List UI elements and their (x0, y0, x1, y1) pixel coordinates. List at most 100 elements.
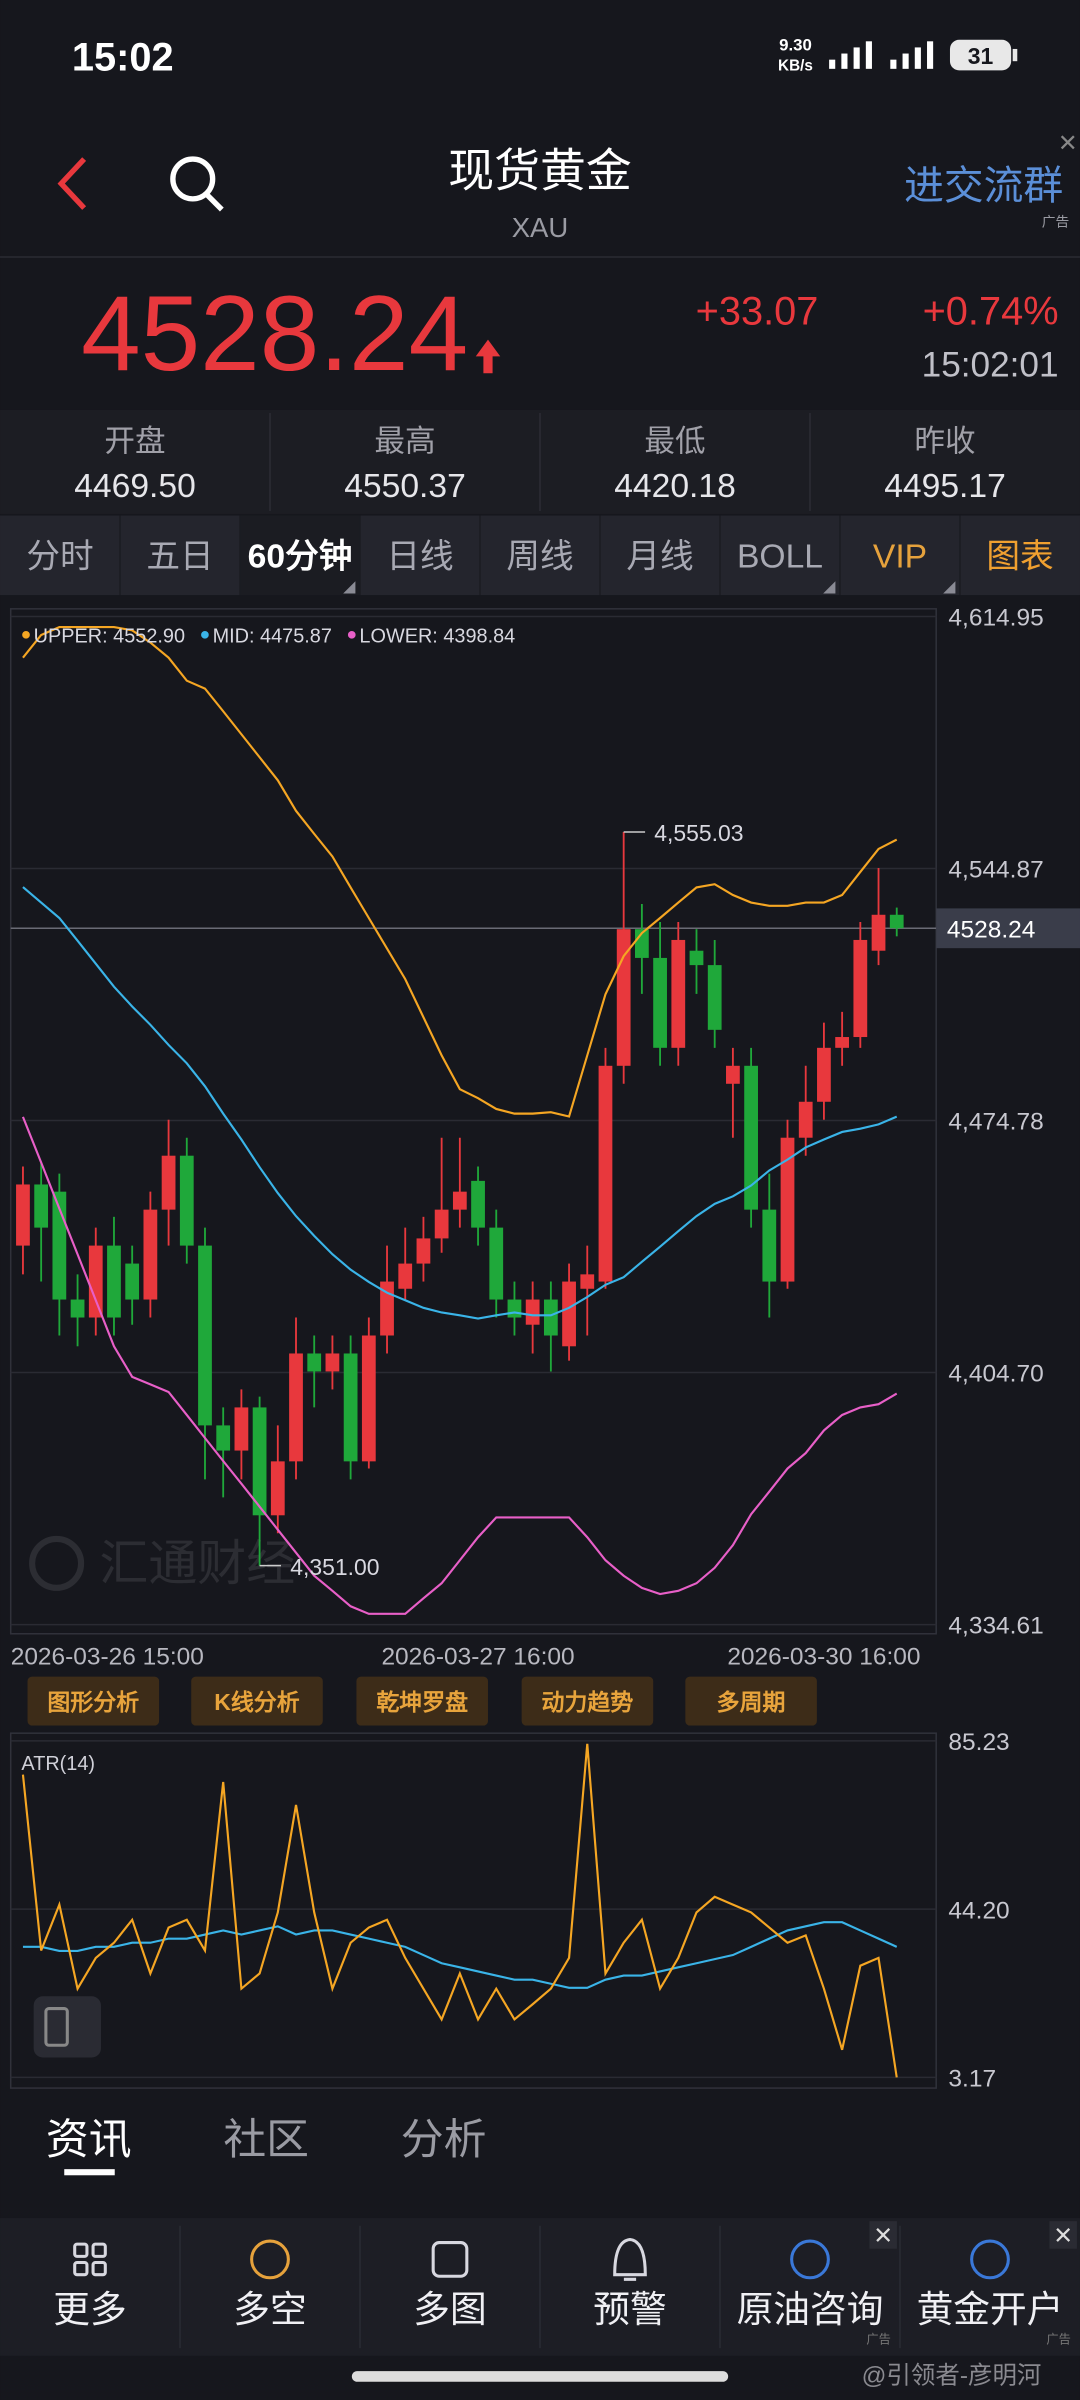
tab[interactable]: 五日 (146, 539, 213, 576)
search-button[interactable] (170, 156, 224, 212)
tab[interactable]: 周线 (506, 538, 573, 576)
nav-label[interactable]: 多空 (233, 2289, 306, 2330)
stat-label: 开盘 (104, 424, 165, 458)
candle-body (543, 1299, 558, 1336)
back-button[interactable] (57, 157, 87, 210)
candle-body (653, 957, 667, 1048)
stat-label: 最低 (644, 424, 705, 458)
candle-body (871, 914, 886, 951)
candle-body (179, 1155, 194, 1246)
annotation: 4,351.00 (290, 1554, 379, 1580)
candle-body (689, 950, 704, 966)
candle-body (744, 1065, 758, 1210)
candle-body (289, 1353, 303, 1462)
candle-body (835, 1037, 850, 1048)
nav-ad-label: 广告 (866, 2333, 890, 2347)
candle-body (707, 965, 722, 1030)
tab[interactable]: 60分钟 (248, 538, 353, 576)
last-price-tag (936, 908, 1080, 949)
tool-button[interactable] (685, 1676, 817, 1726)
tab[interactable]: VIP (873, 539, 927, 576)
candle-body (361, 1335, 376, 1462)
page-title: 现货黄金 (448, 145, 632, 197)
last-price-label: 4528.24 (947, 916, 1035, 943)
candle-body (452, 1191, 467, 1210)
candle-body (525, 1299, 540, 1325)
atr-line (21, 1743, 898, 2078)
tab[interactable]: 分时 (26, 539, 93, 576)
candle-body (325, 1353, 340, 1372)
stat-value: 4469.50 (74, 468, 196, 505)
stat-value: 4420.18 (614, 468, 736, 505)
net-unit: KB/s (778, 57, 813, 74)
atr-title: ATR(14) (21, 1753, 95, 1775)
content-tab[interactable]: 资讯 (46, 2116, 132, 2164)
up-arrow (475, 339, 501, 374)
tool-label: 图形分析 (47, 1689, 139, 1715)
nav-label[interactable]: 黄金开户 (917, 2289, 1064, 2330)
y-tick-label: 44.20 (948, 1897, 1009, 1924)
candle-body (216, 1425, 231, 1451)
battery-level: 31 (968, 43, 994, 69)
legend-entry: LOWER: 4398.84 (359, 625, 515, 647)
candle-body (853, 939, 868, 1038)
signal (829, 41, 934, 69)
tab[interactable]: 月线 (626, 538, 693, 576)
tool-button[interactable] (356, 1676, 488, 1726)
tab[interactable]: 日线 (386, 538, 453, 576)
nav-label[interactable]: 多图 (413, 2289, 486, 2330)
nav-icon (73, 2242, 89, 2258)
tab-dropdown (343, 581, 356, 594)
nav-icon (613, 2237, 647, 2281)
tab-selected-bg (240, 515, 361, 596)
y-tick-label: 4,334.61 (948, 1613, 1043, 1640)
content-tab[interactable]: 社区 (223, 2116, 309, 2164)
y-tick-label: 4,474.78 (948, 1109, 1043, 1136)
tool-button[interactable] (521, 1676, 654, 1726)
candle-body (580, 1274, 595, 1289)
tab-bar (0, 515, 1080, 596)
annotation: 4,555.03 (654, 820, 743, 846)
atr-frame (9, 1732, 937, 2089)
tab[interactable]: BOLL (737, 539, 823, 576)
candle-body (88, 1245, 103, 1318)
group-button[interactable]: 进交流群 (904, 164, 1063, 208)
candle-body (780, 1137, 795, 1282)
nav-label[interactable]: 预警 (593, 2289, 666, 2330)
battery (949, 39, 1012, 71)
candle-body (307, 1353, 322, 1372)
candle-body (817, 1047, 831, 1102)
candle-body (252, 1407, 267, 1516)
candle-body (762, 1209, 777, 1282)
candle-body (234, 1407, 249, 1451)
stat-value: 4550.37 (344, 468, 466, 505)
x-tick-label: 2026-03-30 16:00 (727, 1643, 920, 1670)
tool-button[interactable] (27, 1676, 160, 1726)
y-tick-label: 3.17 (948, 2066, 996, 2093)
x-tick-label: 2026-03-27 16:00 (381, 1643, 574, 1670)
candle-body (598, 1065, 613, 1282)
y-tick-label: 4,544.87 (948, 857, 1043, 884)
tab-dropdown (823, 581, 836, 594)
nav-label[interactable]: 更多 (53, 2289, 126, 2330)
tool-label: 多周期 (717, 1689, 786, 1715)
nav-icon (73, 2260, 89, 2277)
y-tick-label: 4,614.95 (948, 605, 1043, 632)
tab-dropdown (943, 581, 956, 594)
legend-entry: MID: 4475.87 (213, 625, 332, 647)
candle-body (398, 1263, 413, 1289)
nav-icon (970, 2239, 1010, 2280)
stat-label: 昨收 (914, 424, 975, 458)
nav-icon (431, 2241, 469, 2278)
stat-label: 最高 (374, 424, 435, 458)
candle-body (143, 1209, 158, 1300)
candle-body (70, 1299, 85, 1318)
tool-button[interactable] (191, 1676, 323, 1726)
watermark-logo (29, 1535, 85, 1591)
ad-close[interactable] (1060, 135, 1075, 150)
content-tab[interactable]: 分析 (401, 2116, 487, 2164)
float-tool-icon (44, 2007, 69, 2047)
tab[interactable]: 图表 (986, 538, 1053, 576)
nav-label[interactable]: 原油咨询 (737, 2289, 884, 2330)
